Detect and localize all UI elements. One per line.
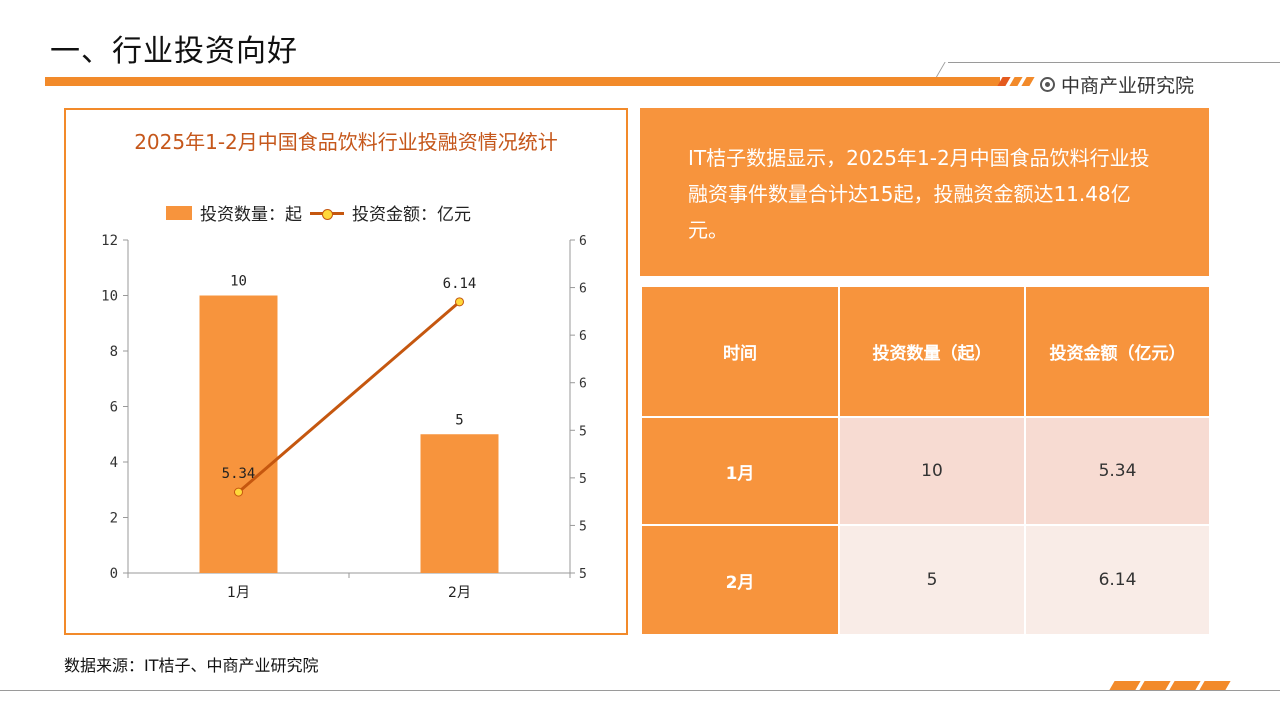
x-tick-label: 2月 — [448, 585, 471, 601]
legend-bar-swatch — [166, 205, 192, 220]
table-cell: 5.34 — [1024, 416, 1211, 526]
bar — [199, 295, 278, 573]
brand-logo-icon — [1040, 77, 1055, 92]
chart-legend: 投资数量：起 投资金额：亿元 — [166, 200, 471, 225]
source-note: 数据来源：IT桔子、中商产业研究院 — [64, 656, 319, 675]
brand: 中商产业研究院 — [1040, 71, 1194, 98]
bar-value-label: 5 — [455, 412, 463, 428]
y-right-tick-label: 5 — [579, 472, 587, 487]
y-left-tick-label: 10 — [101, 289, 118, 305]
y-left-tick-label: 8 — [110, 344, 118, 360]
page-title: 一、行业投资向好 — [50, 34, 298, 69]
y-left-tick-label: 2 — [110, 511, 118, 527]
y-right-tick-label: 5 — [579, 519, 587, 534]
legend-line-label: 投资金额：亿元 — [352, 205, 471, 225]
chart-panel: 2025年1-2月中国食品饮料行业投融资情况统计 投资数量：起 投资金额：亿元 … — [64, 108, 628, 635]
y-right-tick-label: 6 — [579, 377, 587, 392]
table-row-label: 2月 — [640, 524, 840, 636]
y-right-tick-label: 5 — [579, 424, 587, 439]
table-header-cell: 时间 — [640, 285, 840, 418]
series-line — [237, 300, 461, 494]
y-right-tick-label: 6 — [579, 282, 587, 297]
brand-name: 中商产业研究院 — [1061, 75, 1195, 97]
line-point — [234, 487, 243, 497]
table-row: 1月 10 5.34 — [640, 416, 1211, 526]
chart-plot: 0 2 4 6 8 10 12 5 5 5 5 6 6 6 6 10 1月 5 2月 5.34 6.14 — [101, 233, 587, 601]
y-left-tick-label: 6 — [110, 400, 118, 416]
bar — [420, 434, 499, 573]
y-left-tick-label: 0 — [110, 566, 118, 582]
table-cell: 5 — [838, 524, 1026, 636]
x-tick-label: 1月 — [227, 585, 250, 601]
header-stripes — [997, 77, 1035, 86]
legend-line-swatch — [310, 206, 344, 220]
y-right-tick-label: 6 — [579, 234, 587, 249]
title-accent-bar — [45, 77, 1000, 86]
chart-title: 2025年1-2月中国食品饮料行业投融资情况统计 — [134, 130, 558, 154]
line-point — [455, 297, 464, 307]
bar-value-label: 10 — [230, 274, 247, 290]
table-header-cell: 投资金额（亿元） — [1024, 285, 1211, 418]
y-left-tick-label: 12 — [101, 233, 118, 249]
footer-stripes — [1109, 681, 1231, 690]
header-rule — [948, 62, 1280, 63]
legend-bar-label: 投资数量：起 — [200, 205, 302, 225]
table-cell: 6.14 — [1024, 524, 1211, 636]
footer-rule — [0, 690, 1280, 691]
summary-text: IT桔子数据显示，2025年1-2月中国食品饮料行业投融资事件数量合计达15起，… — [688, 146, 1150, 242]
table-row: 2月 5 6.14 — [640, 524, 1211, 636]
line-value-label: 5.34 — [222, 466, 256, 482]
header-rule-diagonal — [935, 62, 946, 78]
table-cell: 10 — [838, 416, 1026, 526]
table-header-row: 时间 投资数量（起） 投资金额（亿元） — [640, 285, 1211, 418]
table-header-cell: 投资数量（起） — [838, 285, 1026, 418]
data-table: 时间 投资数量（起） 投资金额（亿元） 1月 10 5.34 2月 5 6.14 — [640, 285, 1211, 636]
y-right-tick-label: 5 — [579, 567, 587, 582]
summary-box: IT桔子数据显示，2025年1-2月中国食品饮料行业投融资事件数量合计达15起，… — [640, 108, 1209, 276]
table-row-label: 1月 — [640, 416, 840, 526]
y-right-tick-label: 6 — [579, 329, 587, 344]
line-value-label: 6.14 — [443, 276, 477, 292]
y-left-tick-label: 4 — [110, 455, 118, 471]
